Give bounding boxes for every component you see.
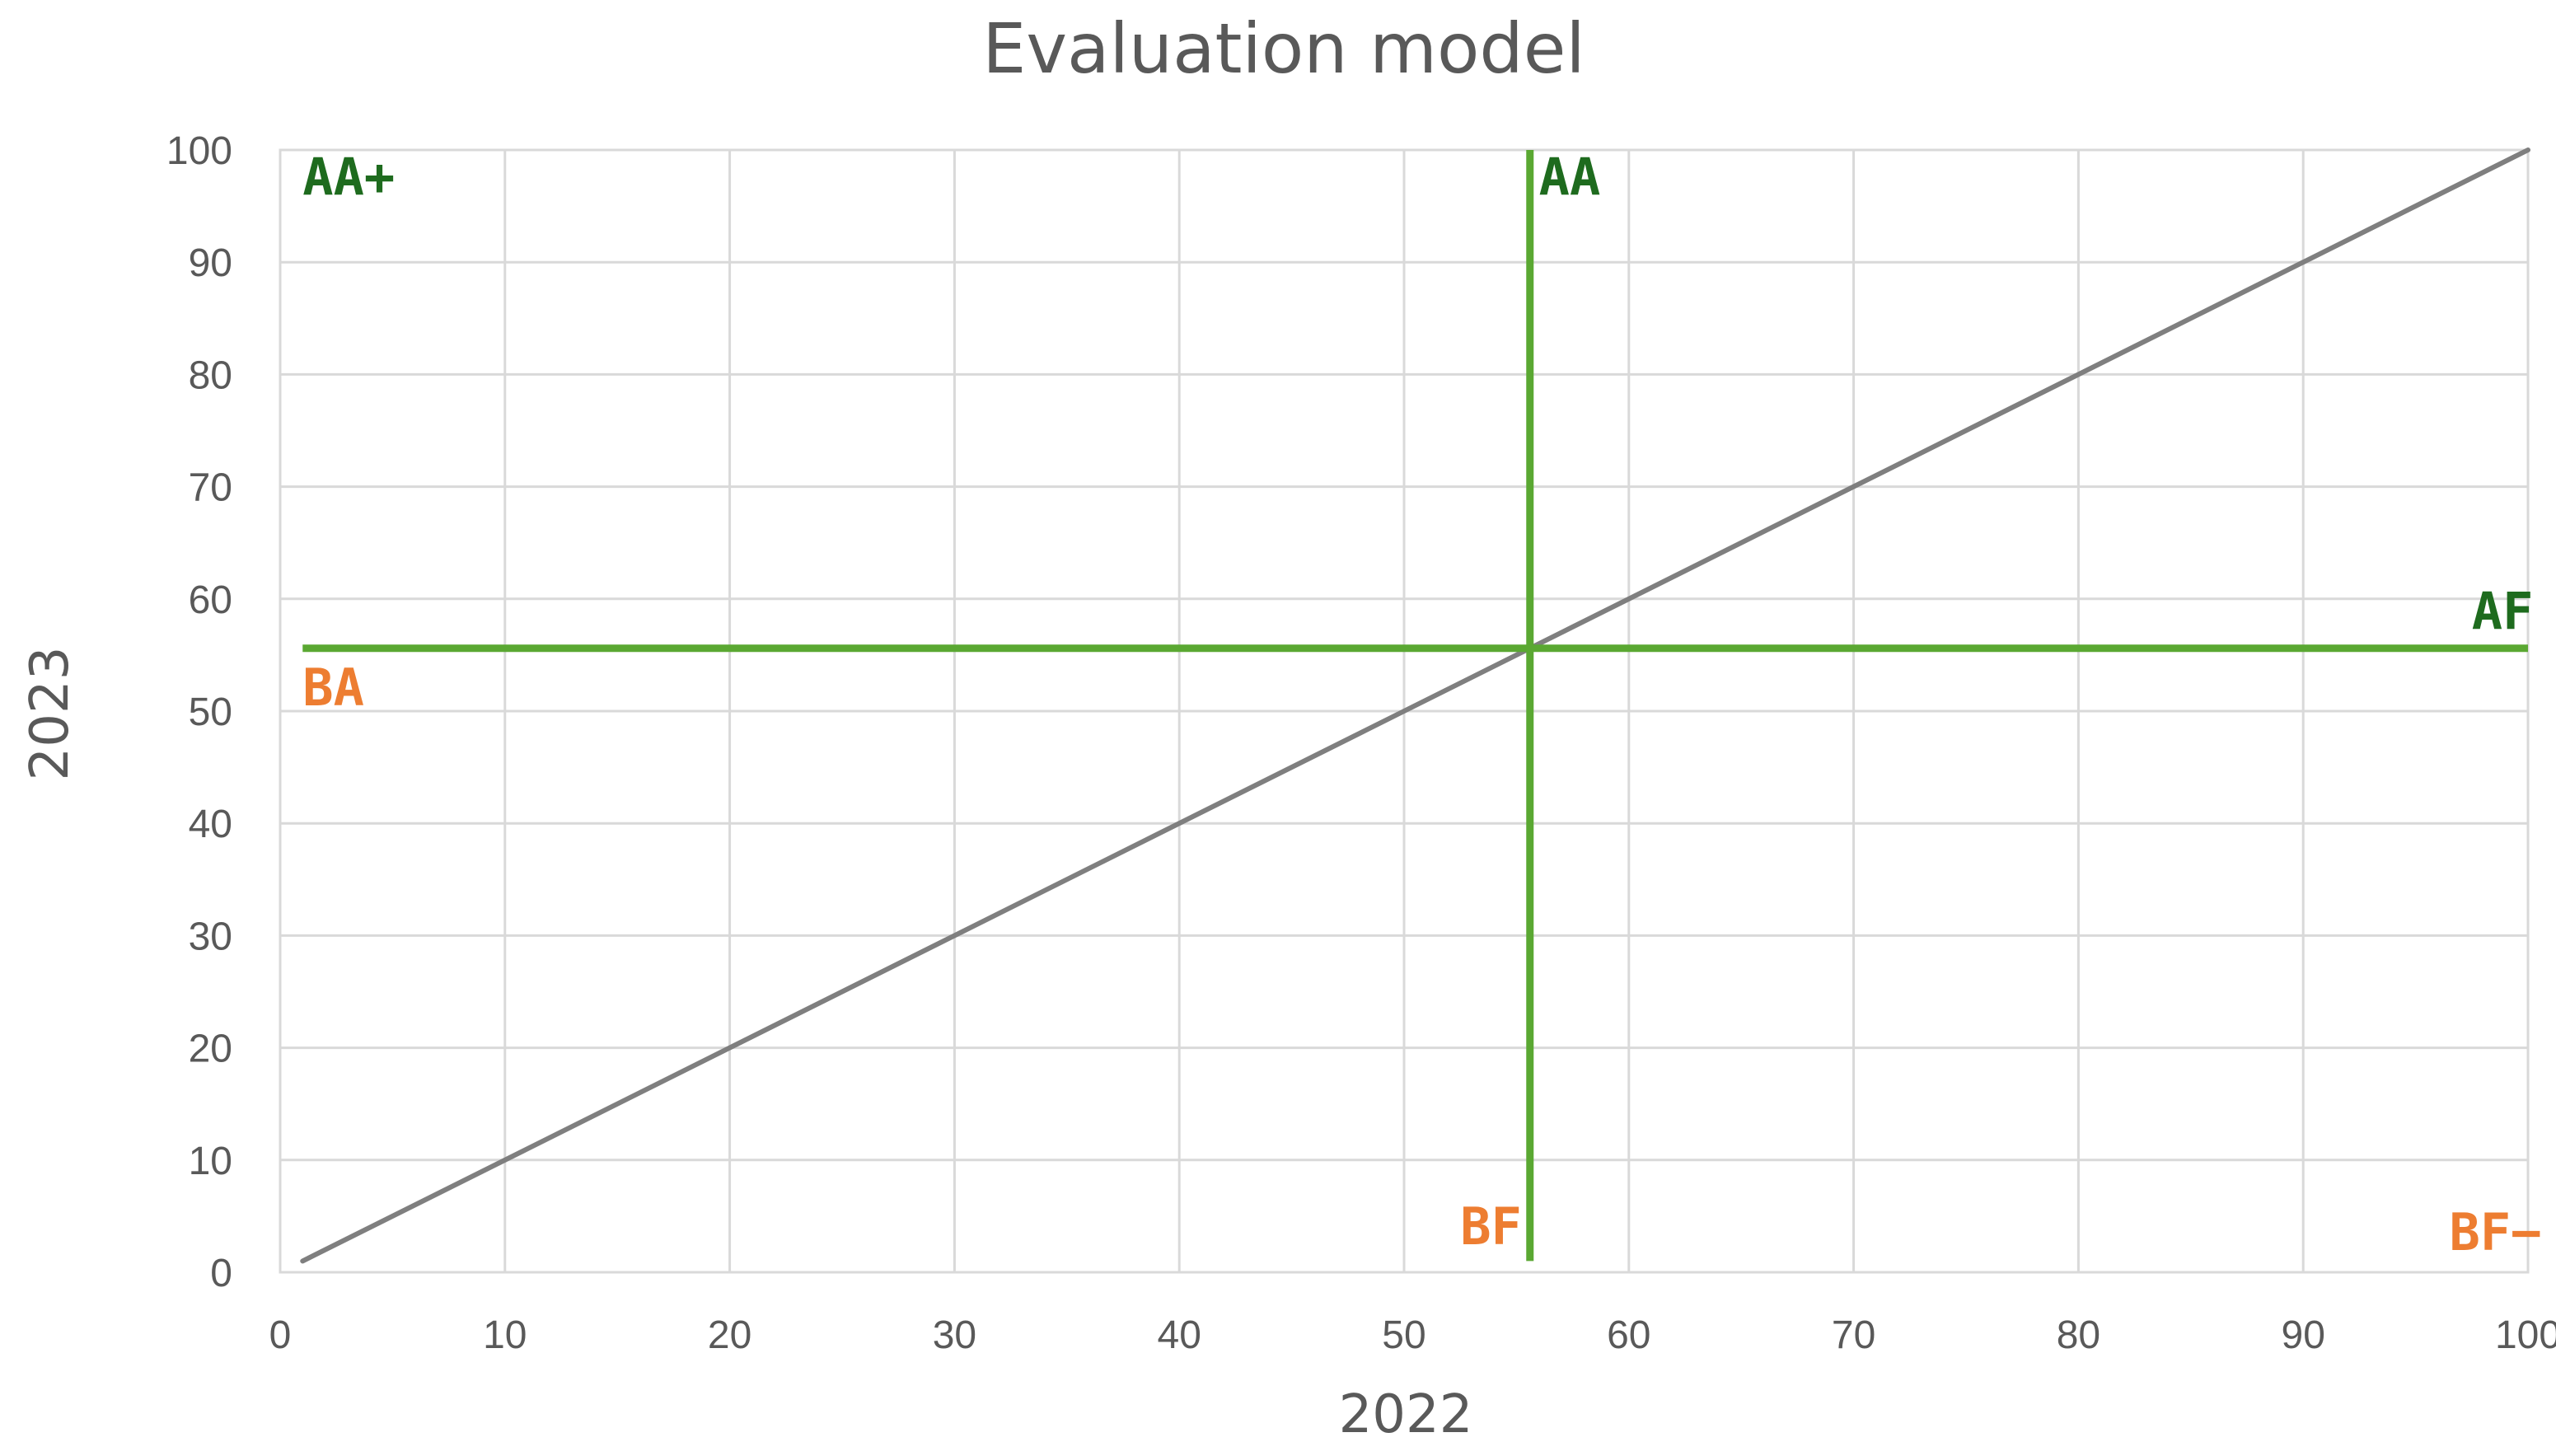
- series-line: [300, 147, 2530, 1264]
- threshold-lines: [302, 150, 2528, 1262]
- y-tick-label: 70: [189, 466, 232, 510]
- x-axis-tick-labels: 0 10 20 30 40 50 60 70 80 90 100: [269, 1313, 2556, 1357]
- zone-label: BF: [1460, 1196, 1522, 1257]
- plot-area: [279, 148, 2530, 1274]
- y-tick-label: 10: [189, 1140, 232, 1183]
- x-tick-label: 50: [1382, 1313, 1425, 1357]
- zone-label: BF−: [2450, 1202, 2542, 1262]
- x-tick-label: 70: [1832, 1313, 1875, 1357]
- series-lines: [300, 147, 2530, 1264]
- zone-label: AA: [1539, 147, 1601, 207]
- x-tick-label: 90: [2282, 1313, 2325, 1357]
- y-tick-label: 80: [189, 353, 232, 397]
- y-tick-label: 50: [189, 691, 232, 734]
- y-tick-label: 40: [189, 803, 232, 846]
- zone-label: AA+: [302, 147, 395, 207]
- y-tick-label: 100: [166, 129, 232, 173]
- x-tick-label: 100: [2495, 1313, 2556, 1357]
- x-tick-label: 30: [933, 1313, 976, 1357]
- x-tick-label: 80: [2057, 1313, 2100, 1357]
- x-tick-label: 40: [1158, 1313, 1201, 1357]
- zone-labels: AA+ AA AF BA BF BF−: [302, 147, 2541, 1262]
- y-tick-label: 30: [189, 915, 232, 958]
- zone-label: AF: [2472, 582, 2534, 642]
- y-tick-label: 90: [189, 241, 232, 285]
- y-axis-tick-labels: 0 10 20 30 40 50 60 70 80 90 100: [166, 129, 232, 1295]
- chart-title: Evaluation model: [982, 8, 1585, 89]
- x-tick-label: 0: [269, 1313, 292, 1357]
- x-axis-title: 2022: [1339, 1384, 1473, 1445]
- x-tick-label: 10: [483, 1313, 527, 1357]
- zone-label: BA: [302, 658, 364, 718]
- x-tick-label: 20: [708, 1313, 751, 1357]
- y-axis-title: 2023: [20, 647, 81, 781]
- y-tick-label: 20: [189, 1028, 232, 1071]
- y-tick-label: 60: [189, 578, 232, 622]
- y-tick-label: 0: [210, 1252, 232, 1295]
- x-tick-label: 60: [1607, 1313, 1650, 1357]
